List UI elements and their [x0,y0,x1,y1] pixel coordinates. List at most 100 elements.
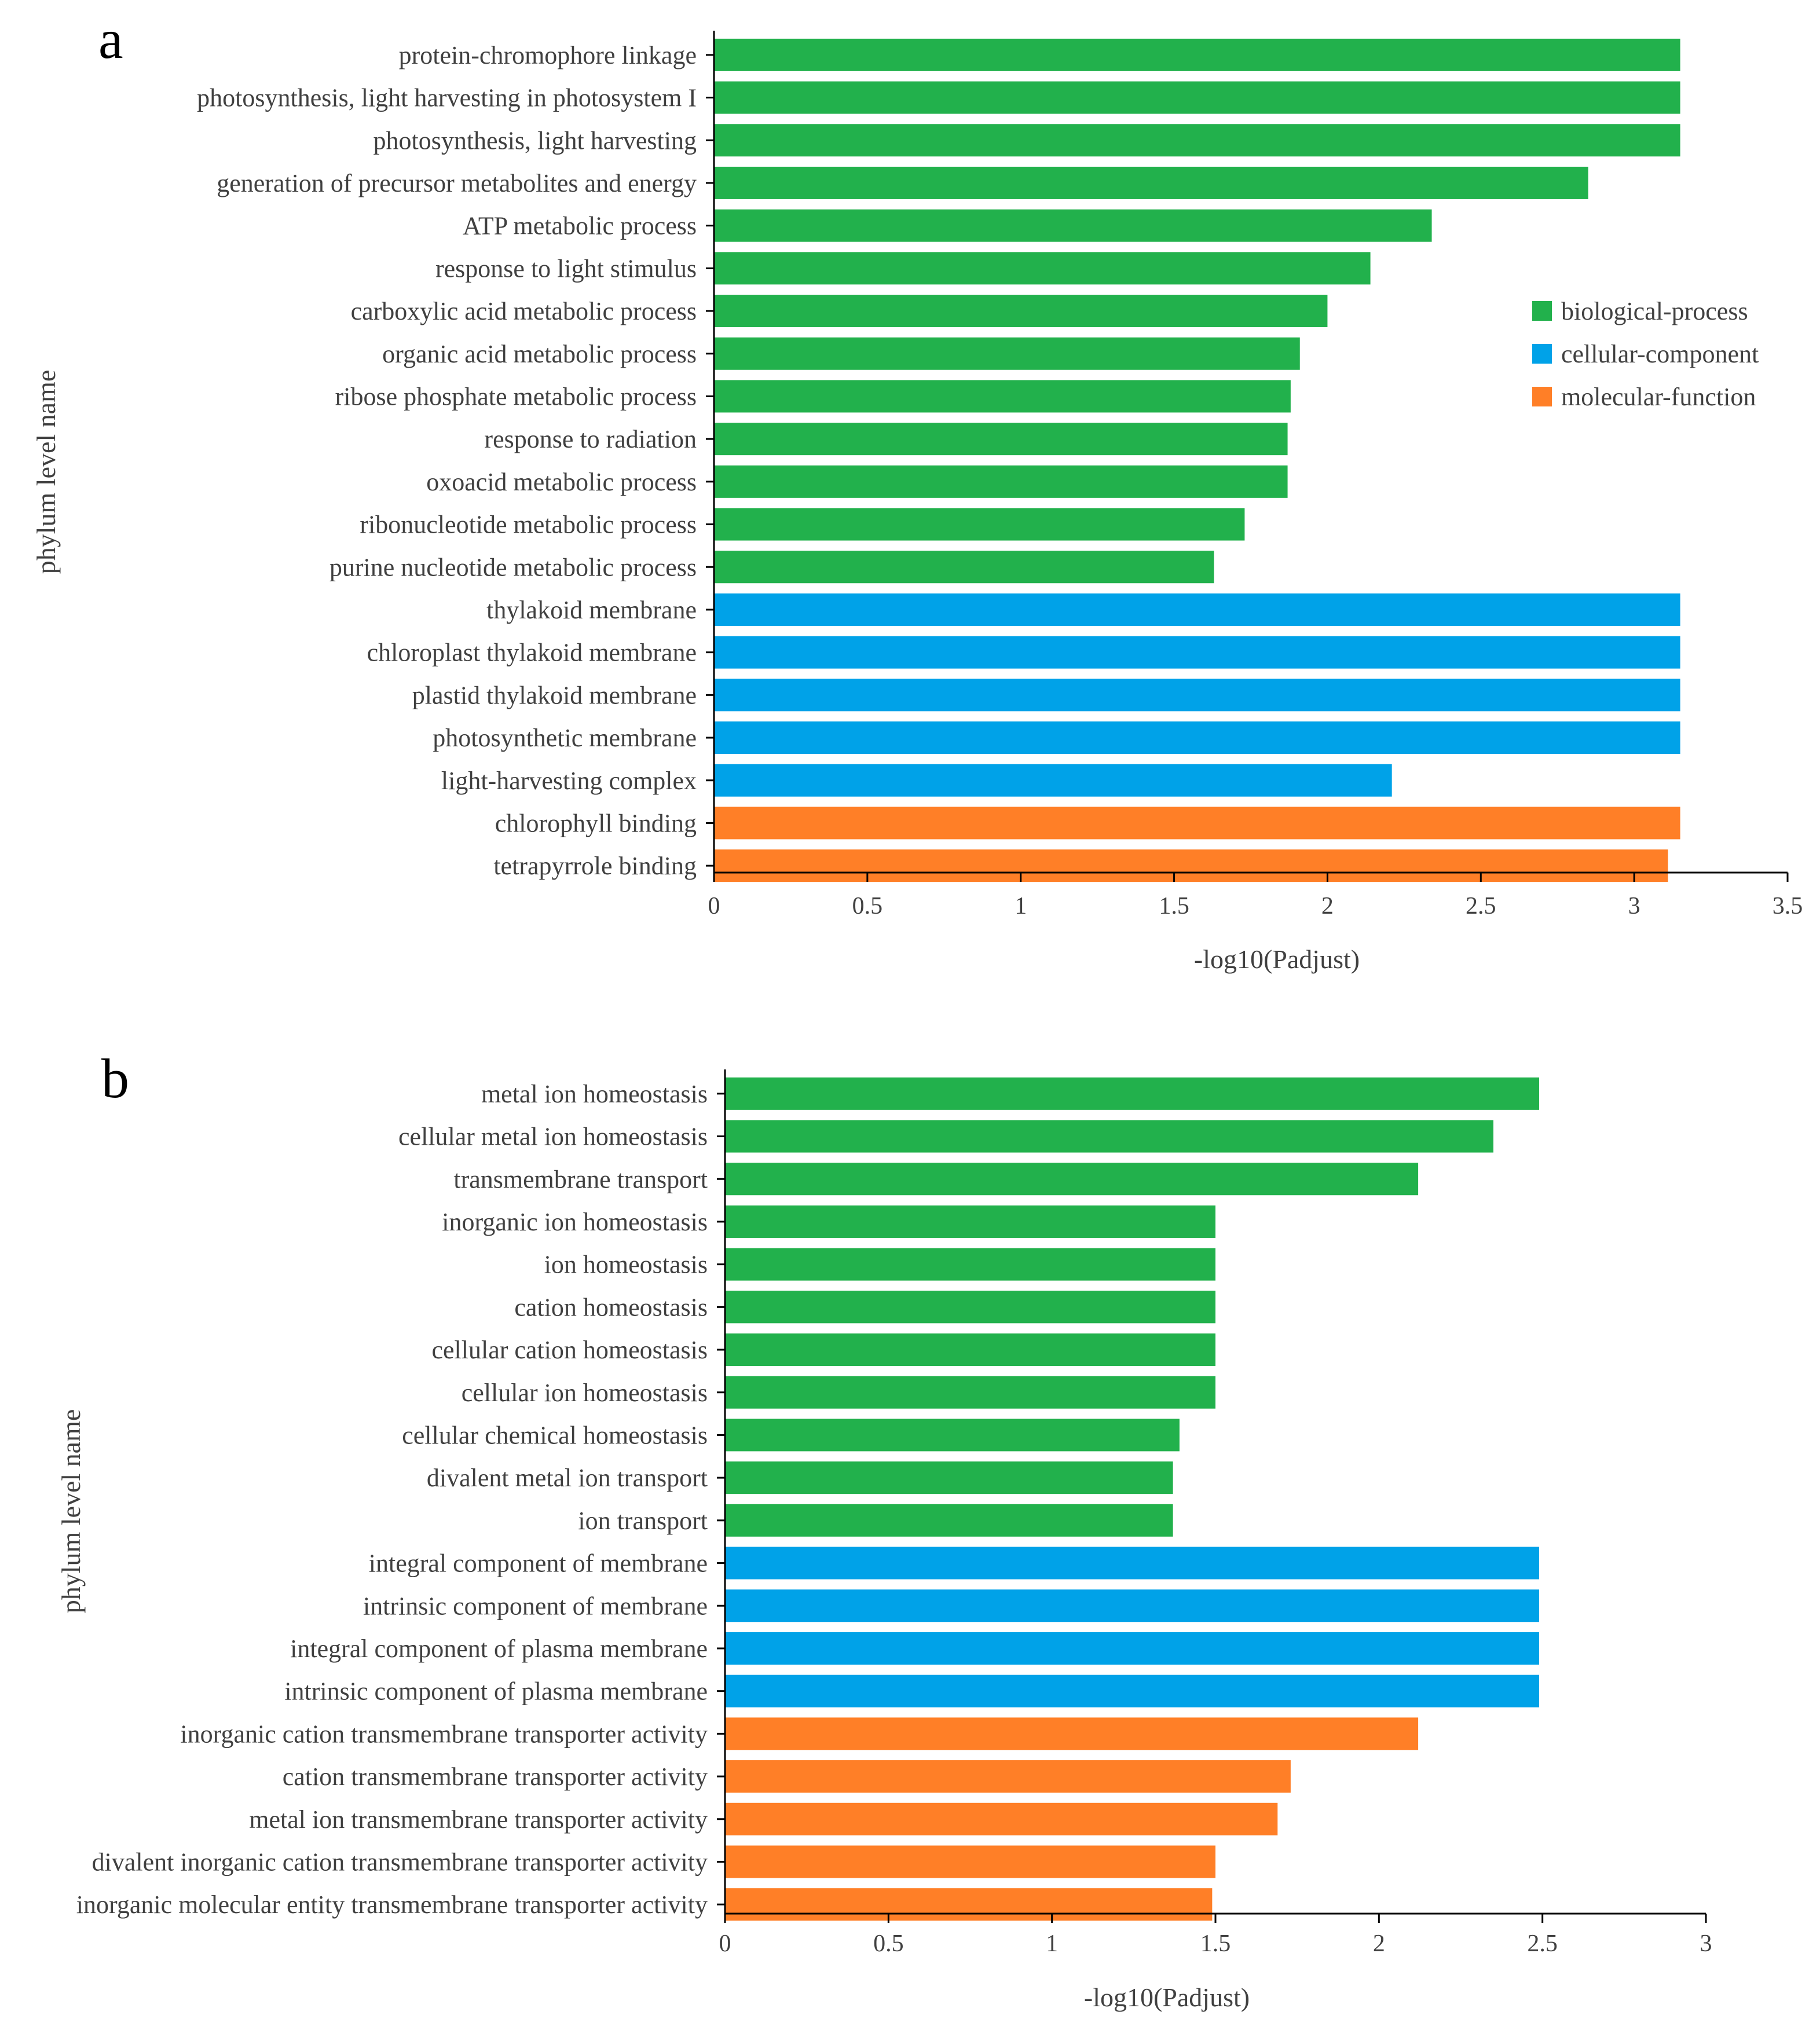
bar-tetrapyrrole-binding [715,849,1668,882]
bar-chloroplast-thylakoid-membrane [715,636,1680,669]
bar-thylakoid-membrane [715,593,1680,626]
x-tick-label: 1 [1015,893,1027,919]
bar-ribose-phosphate-metabolic-process [715,380,1291,413]
panel-b-y-axis-title: phylum level name [56,1409,86,1614]
legend-swatch-biological-process [1532,301,1552,321]
bar-intrinsic-component-of-plasma-membrane [726,1674,1540,1707]
bar-atp-metabolic-process [715,209,1432,242]
bar-cellular-ion-homeostasis [726,1376,1215,1409]
bar-inorganic-cation-transmembrane-transporter-activity [726,1717,1419,1750]
category-label-transmembrane-transport: transmembrane transport [453,1165,708,1193]
bar-inorganic-ion-homeostasis [726,1205,1215,1238]
bar-integral-component-of-membrane [726,1547,1540,1580]
x-tick-label: 2.5 [1466,893,1496,919]
bar-response-to-radiation [715,423,1288,456]
bar-response-to-light-stimulus [715,252,1371,285]
panel-b: b phylum level name -log10(Padjust) meta… [56,1047,1712,2012]
x-tick-label: 2 [1373,1930,1385,1957]
bar-photosynthesis-light-harvesting [715,124,1680,157]
bar-photosynthetic-membrane [715,721,1680,754]
bar-oxoacid-metabolic-process [715,465,1288,498]
bar-organic-acid-metabolic-process [715,337,1300,370]
x-tick-label: 0 [708,893,720,919]
category-label-inorganic-molecular-entity-transmembrane-transporter-activity: inorganic molecular entity transmembrane… [76,1890,708,1919]
bar-cellular-chemical-homeostasis [726,1419,1180,1452]
panel-a-legend: biological-process cellular-component mole… [1532,297,1759,411]
category-label-inorganic-ion-homeostasis: inorganic ion homeostasis [442,1208,708,1236]
bar-divalent-inorganic-cation-transmembrane-transporter-activity [726,1845,1215,1878]
bar-cellular-metal-ion-homeostasis [726,1120,1493,1153]
panel-letter-b: b [101,1047,129,1109]
x-tick-label: 1 [1046,1930,1058,1957]
bar-metal-ion-homeostasis [726,1077,1540,1110]
bar-ion-transport [726,1504,1173,1537]
bar-purine-nucleotide-metabolic-process [715,551,1214,584]
category-label-chloroplast-thylakoid-membrane: chloroplast thylakoid membrane [367,639,697,667]
x-tick-label: 1.5 [1200,1930,1231,1957]
panel-a-x-axis-title: -log10(Padjust) [1194,944,1360,974]
category-label-tetrapyrrole-binding: tetrapyrrole binding [493,852,697,880]
category-label-inorganic-cation-transmembrane-transporter-activity: inorganic cation transmembrane transport… [180,1720,708,1748]
category-label-ion-transport: ion transport [578,1507,708,1535]
bar-generation-of-precursor-metabolites-and-energy [715,166,1588,199]
x-tick-label: 3 [1700,1930,1712,1957]
category-label-cellular-cation-homeostasis: cellular cation homeostasis [431,1336,708,1364]
category-label-intrinsic-component-of-membrane: intrinsic component of membrane [363,1592,708,1620]
bar-integral-component-of-plasma-membrane [726,1632,1540,1665]
category-label-atp-metabolic-process: ATP metabolic process [463,212,697,240]
category-label-oxoacid-metabolic-process: oxoacid metabolic process [426,468,697,496]
bar-chlorophyll-binding [715,807,1680,840]
category-label-carboxylic-acid-metabolic-process: carboxylic acid metabolic process [351,297,697,325]
category-label-metal-ion-transmembrane-transporter-activity: metal ion transmembrane transporter acti… [249,1805,708,1834]
bar-intrinsic-component-of-membrane [726,1589,1540,1622]
x-tick-label: 0 [719,1930,731,1957]
category-label-response-to-radiation: response to radiation [484,425,697,453]
x-tick-label: 0.5 [873,1930,904,1957]
category-label-thylakoid-membrane: thylakoid membrane [486,596,697,624]
category-label-chlorophyll-binding: chlorophyll binding [495,809,697,837]
category-label-intrinsic-component-of-plasma-membrane: intrinsic component of plasma membrane [284,1677,708,1706]
x-tick-label: 3 [1628,893,1640,919]
category-label-cation-homeostasis: cation homeostasis [514,1293,708,1321]
category-label-ribonucleotide-metabolic-process: ribonucleotide metabolic process [360,511,697,539]
bar-cellular-cation-homeostasis [726,1333,1215,1366]
panel-a-y-axis-title: phylum level name [31,370,61,574]
x-tick-label: 2.5 [1527,1930,1558,1957]
panel-letter-a: a [98,8,123,70]
legend-swatch-molecular-function [1532,387,1552,406]
bar-metal-ion-transmembrane-transporter-activity [726,1802,1278,1835]
category-label-organic-acid-metabolic-process: organic acid metabolic process [382,340,697,368]
bar-photosynthesis-light-harvesting-in-photosystem-i [715,81,1680,114]
x-tick-label: 2 [1321,893,1334,919]
category-label-cellular-chemical-homeostasis: cellular chemical homeostasis [402,1421,708,1449]
bar-ribonucleotide-metabolic-process [715,508,1245,541]
bar-transmembrane-transport [726,1163,1419,1196]
legend-swatch-cellular-component [1532,344,1552,364]
category-label-light-harvesting-complex: light-harvesting complex [441,767,697,795]
panel-a: a phylum level name -log10(Padjust) biol… [31,8,1803,974]
bar-inorganic-molecular-entity-transmembrane-transporter-activity [726,1888,1213,1921]
bar-carboxylic-acid-metabolic-process [715,295,1328,328]
bar-cation-transmembrane-transporter-activity [726,1760,1291,1793]
category-label-photosynthesis-light-harvesting-in-photosystem-i: photosynthesis, light harvesting in phot… [197,84,697,112]
bar-ion-homeostasis [726,1248,1215,1281]
category-label-divalent-inorganic-cation-transmembrane-transporter-activity: divalent inorganic cation transmembrane … [92,1848,708,1876]
legend-label-biological-process: biological-process [1561,297,1748,325]
bar-protein-chromophore-linkage [715,38,1680,71]
category-label-protein-chromophore-linkage: protein-chromophore linkage [399,41,697,69]
category-label-ion-homeostasis: ion homeostasis [544,1251,708,1279]
x-tick-label: 1.5 [1159,893,1189,919]
category-label-cellular-ion-homeostasis: cellular ion homeostasis [462,1379,708,1407]
category-label-ribose-phosphate-metabolic-process: ribose phosphate metabolic process [335,382,697,411]
category-label-generation-of-precursor-metabolites-and-energy: generation of precursor metabolites and … [217,169,697,197]
legend-label-cellular-component: cellular-component [1561,340,1759,368]
x-tick-label: 3.5 [1773,893,1803,919]
category-label-cellular-metal-ion-homeostasis: cellular metal ion homeostasis [398,1123,708,1151]
bar-divalent-metal-ion-transport [726,1461,1173,1494]
category-label-photosynthesis-light-harvesting: photosynthesis, light harvesting [373,126,697,155]
category-label-divalent-metal-ion-transport: divalent metal ion transport [427,1464,708,1492]
category-label-response-to-light-stimulus: response to light stimulus [435,254,697,283]
bar-plastid-thylakoid-membrane [715,679,1680,712]
category-label-metal-ion-homeostasis: metal ion homeostasis [481,1080,708,1108]
